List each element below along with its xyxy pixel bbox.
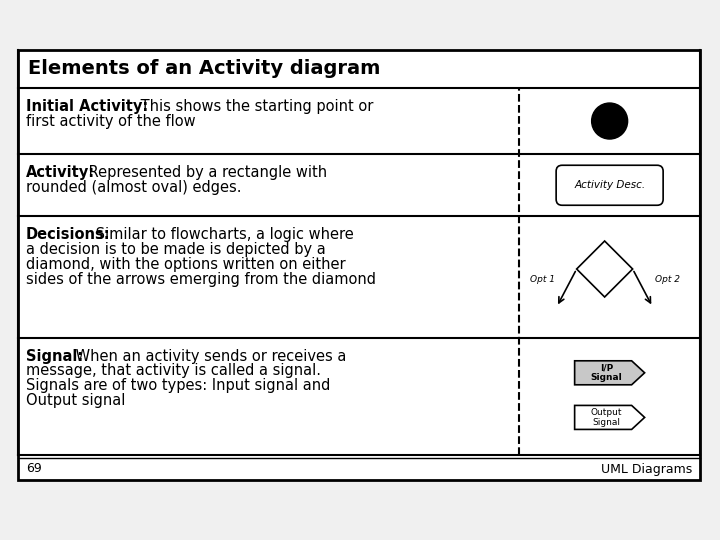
- Text: Signals are of two types: Input signal and: Signals are of two types: Input signal a…: [26, 379, 330, 393]
- Text: sides of the arrows emerging from the diamond: sides of the arrows emerging from the di…: [26, 272, 376, 287]
- Text: Output
Signal: Output Signal: [590, 408, 622, 427]
- Text: I/P
Signal: I/P Signal: [590, 363, 622, 382]
- FancyBboxPatch shape: [556, 165, 663, 205]
- Text: This shows the starting point or: This shows the starting point or: [136, 99, 373, 114]
- Text: 69: 69: [26, 462, 42, 476]
- Text: When an activity sends or receives a: When an activity sends or receives a: [71, 348, 346, 363]
- Text: Represented by a rectangle with: Represented by a rectangle with: [84, 165, 328, 180]
- Text: first activity of the flow: first activity of the flow: [26, 114, 196, 129]
- Text: Elements of an Activity diagram: Elements of an Activity diagram: [28, 59, 380, 78]
- Text: diamond, with the options written on either: diamond, with the options written on eit…: [26, 257, 346, 272]
- Text: Decisions:: Decisions:: [26, 227, 111, 242]
- Text: rounded (almost oval) edges.: rounded (almost oval) edges.: [26, 180, 241, 195]
- Text: Activity:: Activity:: [26, 165, 95, 180]
- Polygon shape: [575, 361, 644, 385]
- Polygon shape: [575, 406, 644, 429]
- Text: Opt 1: Opt 1: [530, 274, 554, 284]
- Text: message, that activity is called a signal.: message, that activity is called a signa…: [26, 363, 321, 379]
- Text: a decision is to be made is depicted by a: a decision is to be made is depicted by …: [26, 242, 325, 258]
- Text: UML Diagrams: UML Diagrams: [600, 462, 692, 476]
- Text: Similar to flowcharts, a logic where: Similar to flowcharts, a logic where: [91, 227, 354, 242]
- Text: Initial Activity:: Initial Activity:: [26, 99, 148, 114]
- Text: Signal:: Signal:: [26, 348, 84, 363]
- Text: Activity Desc.: Activity Desc.: [574, 180, 645, 190]
- Text: Opt 2: Opt 2: [654, 274, 680, 284]
- Text: Output signal: Output signal: [26, 393, 125, 408]
- FancyBboxPatch shape: [18, 50, 700, 480]
- Polygon shape: [577, 241, 633, 297]
- Circle shape: [592, 103, 628, 139]
